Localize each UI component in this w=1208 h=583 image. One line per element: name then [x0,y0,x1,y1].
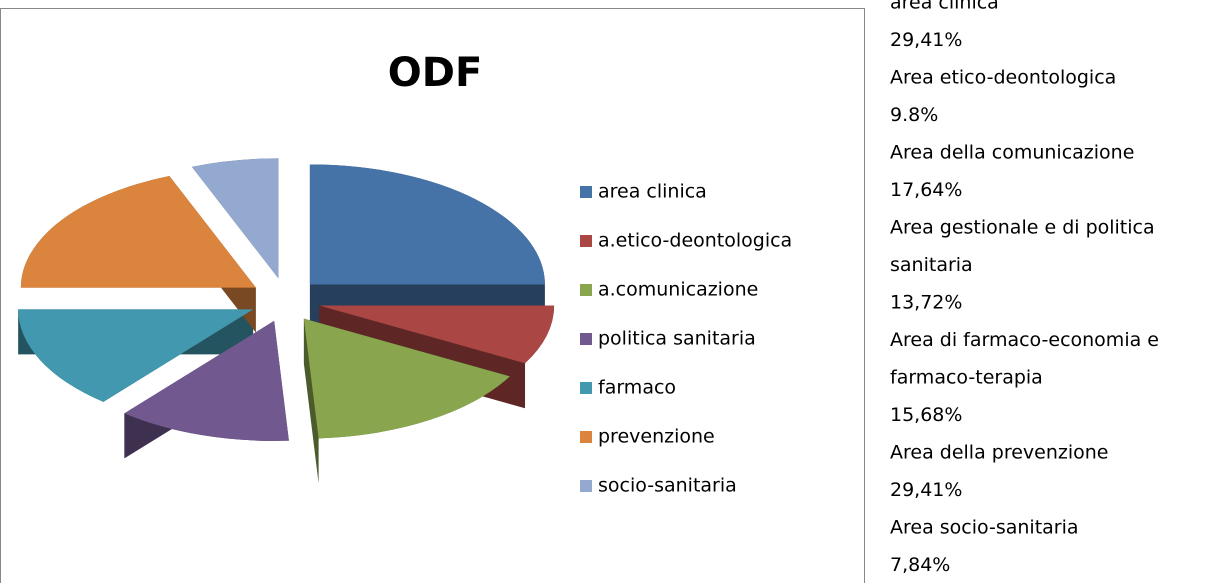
note-line: 15,68% [890,404,962,426]
note-line: Area di farmaco-economia e [890,329,1159,351]
legend-label: a.etico-deontologica [598,230,792,252]
legend-swatch [580,480,592,492]
legend-label: politica sanitaria [598,328,756,350]
slice [124,320,289,441]
legend-swatch [580,186,592,198]
slice [319,305,555,364]
chart-title: ODF [388,50,483,96]
legend-label: area clinica [598,181,707,203]
legend-swatch [580,382,592,394]
note-line: farmaco-terapia [890,367,1043,389]
note-line: 29,41% [890,479,962,501]
slice [20,176,256,288]
slice [18,309,254,402]
slice [191,158,279,279]
note-line: Area della prevenzione [890,442,1108,464]
slice [309,164,545,285]
note-line: sanitaria [890,254,973,276]
note-line: Area etico-deontologica [890,67,1116,89]
note-line: Area gestionale e di politica [890,217,1155,239]
legend-label: a.comunicazione [598,279,758,301]
legend-swatch [580,284,592,296]
legend-swatch [580,333,592,345]
legend-label: socio-sanitaria [598,475,737,497]
note-line: 17,64% [890,179,962,201]
note-line: Area della comunicazione [890,142,1134,164]
note-line: 9.8% [890,104,938,126]
note-line: 29,41% [890,29,962,51]
note-line: 13,72% [890,292,962,314]
note-line: Area socio-sanitaria [890,517,1079,539]
note-line: 7,84% [890,554,950,576]
note-line: area clinica [890,0,999,14]
legend-label: farmaco [598,377,676,399]
legend-swatch [580,235,592,247]
slice [303,318,510,439]
legend-swatch [580,431,592,443]
legend-label: prevenzione [598,426,715,448]
